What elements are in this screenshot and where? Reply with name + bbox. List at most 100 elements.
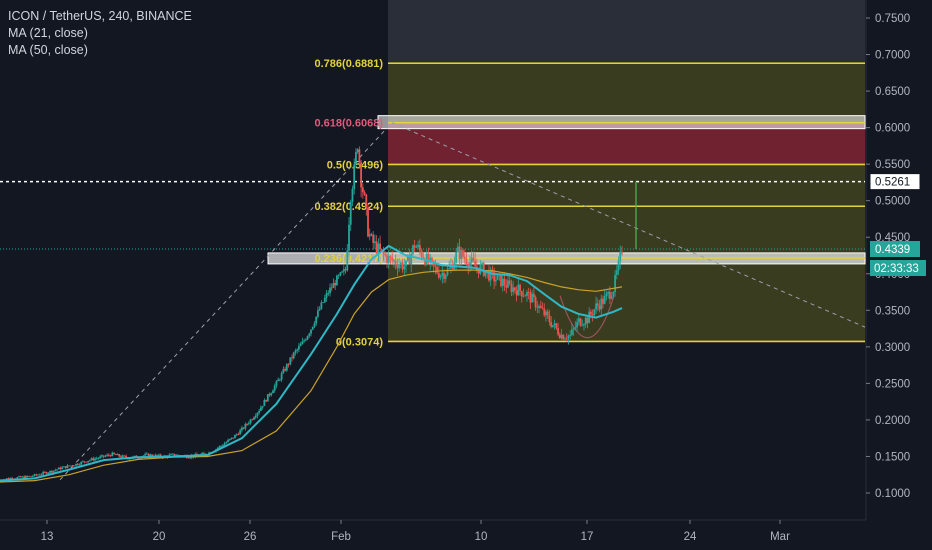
candle-body <box>526 292 528 296</box>
candle-body <box>265 400 267 402</box>
x-tick-label: 26 <box>244 531 257 543</box>
candle-body <box>413 245 416 248</box>
candle-body <box>496 275 499 280</box>
candle-body <box>227 439 229 443</box>
candle-body <box>472 257 475 261</box>
candle-body <box>474 260 477 267</box>
candle-body <box>443 272 445 279</box>
candle-body <box>588 311 591 324</box>
candle-body <box>25 475 27 479</box>
candle-body <box>572 328 575 330</box>
candle-body <box>282 369 285 374</box>
candle-body <box>97 458 100 459</box>
candle-body <box>19 476 22 478</box>
candle-body <box>270 393 273 396</box>
candle-body <box>583 324 585 326</box>
candle-body <box>446 268 449 275</box>
candle-body <box>256 412 259 416</box>
indicator-ma50[interactable]: MA (50, close) <box>8 43 88 57</box>
candle-body <box>341 271 343 273</box>
candle-body <box>61 467 64 470</box>
candle-body <box>59 467 62 470</box>
y-tick-label: 0.1500 <box>875 451 910 463</box>
candle-body <box>469 262 471 268</box>
candle-body <box>142 455 145 457</box>
candle-body <box>151 454 153 457</box>
candle-body <box>78 464 81 466</box>
candle-body <box>603 296 606 304</box>
candle-body <box>304 339 307 341</box>
candle-body <box>417 245 420 247</box>
symbol-title[interactable]: ICON / TetherUS, 240, BINANCE <box>8 9 192 23</box>
candle-body <box>92 458 95 461</box>
candle-body <box>344 269 347 271</box>
candle-body <box>235 434 238 436</box>
candle-body <box>249 419 252 424</box>
candle-body <box>349 201 352 225</box>
candle-body <box>398 264 401 269</box>
candle-body <box>287 364 290 365</box>
candle-body <box>513 287 516 291</box>
candle-body <box>37 474 39 476</box>
candle-body <box>54 470 57 471</box>
candle-body <box>399 262 402 265</box>
candle-body <box>232 437 235 439</box>
candle-body <box>520 291 523 297</box>
candle-body <box>239 430 242 435</box>
y-tick-label: 0.1000 <box>875 488 910 500</box>
candle-body <box>355 151 357 165</box>
candle-body <box>123 455 126 457</box>
candle-body <box>462 250 464 257</box>
candle-body <box>448 268 451 270</box>
candle-body <box>494 279 497 282</box>
candle-body <box>317 310 319 317</box>
candle-body <box>154 454 157 457</box>
candle-body <box>189 457 191 459</box>
candle-body <box>375 241 378 254</box>
y-tick-label: 0.5000 <box>875 196 910 208</box>
candle-body <box>546 311 549 316</box>
candle-body <box>334 282 337 286</box>
candle-body <box>617 260 620 271</box>
candle-body <box>47 472 50 474</box>
candle-body <box>218 446 221 449</box>
candle-body <box>361 187 364 193</box>
candle-body <box>133 455 136 457</box>
candle-body <box>570 329 573 335</box>
candle-body <box>425 253 428 265</box>
candle-body <box>90 458 93 461</box>
candle-body <box>320 302 323 309</box>
candle-body <box>584 317 587 325</box>
chart-legend: ICON / TetherUS, 240, BINANCE MA (21, cl… <box>8 8 192 59</box>
candle-body <box>202 453 205 454</box>
candle-body <box>42 472 45 475</box>
candle-body <box>370 234 373 236</box>
candle-body <box>505 285 508 288</box>
indicator-ma21[interactable]: MA (21, close) <box>8 26 88 40</box>
candle-body <box>360 162 363 188</box>
candle-body <box>380 249 383 251</box>
candle-body <box>228 438 231 440</box>
candle-body <box>557 328 559 335</box>
candle-body <box>579 318 582 326</box>
candle-body <box>106 454 109 456</box>
candle-body <box>170 454 172 455</box>
candle-body <box>394 260 397 265</box>
candle-body <box>251 419 254 421</box>
candle-body <box>548 315 551 323</box>
candle-body <box>602 298 604 304</box>
candle-body <box>609 291 611 299</box>
candle-body <box>308 333 311 337</box>
price-tag-bg <box>869 173 921 191</box>
candle-body <box>590 311 592 315</box>
candle-body <box>386 255 388 263</box>
candle-body <box>415 246 418 248</box>
candle-body <box>101 455 103 457</box>
candle-body <box>418 245 421 251</box>
candle-body <box>94 458 96 461</box>
candle-body <box>365 194 368 208</box>
candle-body <box>493 272 496 282</box>
candle-body <box>128 458 131 460</box>
